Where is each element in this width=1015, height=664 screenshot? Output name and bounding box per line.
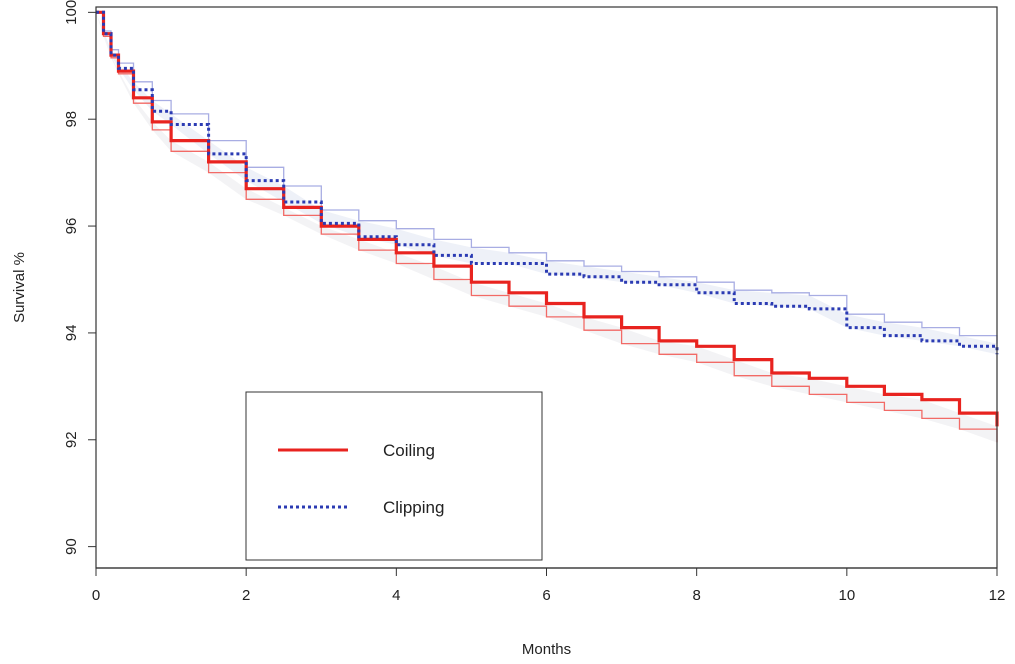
ci-line-coiling (96, 11, 998, 443)
y-axis: 90 92 94 96 98 100 (63, 0, 96, 555)
ci-band-coiling (96, 12, 997, 443)
y-tick-label: 94 (63, 325, 80, 342)
y-tick-label: 98 (63, 111, 80, 128)
legend-label-clipping: Clipping (383, 498, 444, 517)
x-tick-label: 0 (92, 587, 100, 604)
series-lines (96, 10, 999, 443)
x-axis: 0 2 4 6 8 10 12 (92, 567, 1006, 604)
y-tick-label: 96 (63, 218, 80, 235)
y-tick-label: 100 (63, 0, 80, 25)
legend: Coiling Clipping (245, 391, 543, 561)
x-tick-label: 2 (242, 587, 250, 604)
x-tick-label: 10 (838, 587, 855, 604)
y-tick-label: 92 (63, 431, 80, 448)
x-axis-title: Months (522, 641, 571, 658)
legend-box (245, 391, 543, 561)
x-tick-label: 4 (392, 587, 400, 604)
x-tick-label: 8 (692, 587, 700, 604)
ci-band-clipping (96, 12, 997, 355)
y-tick-label: 90 (63, 538, 80, 555)
legend-label-coiling: Coiling (383, 441, 435, 460)
ci-line-clipping (96, 11, 998, 344)
confidence-bands (96, 12, 997, 443)
series-line-coiling (96, 10, 999, 427)
x-tick-label: 6 (542, 587, 550, 604)
plot-frame (95, 6, 998, 569)
x-tick-label: 12 (989, 587, 1006, 604)
y-axis-title: Survival % (11, 252, 28, 323)
